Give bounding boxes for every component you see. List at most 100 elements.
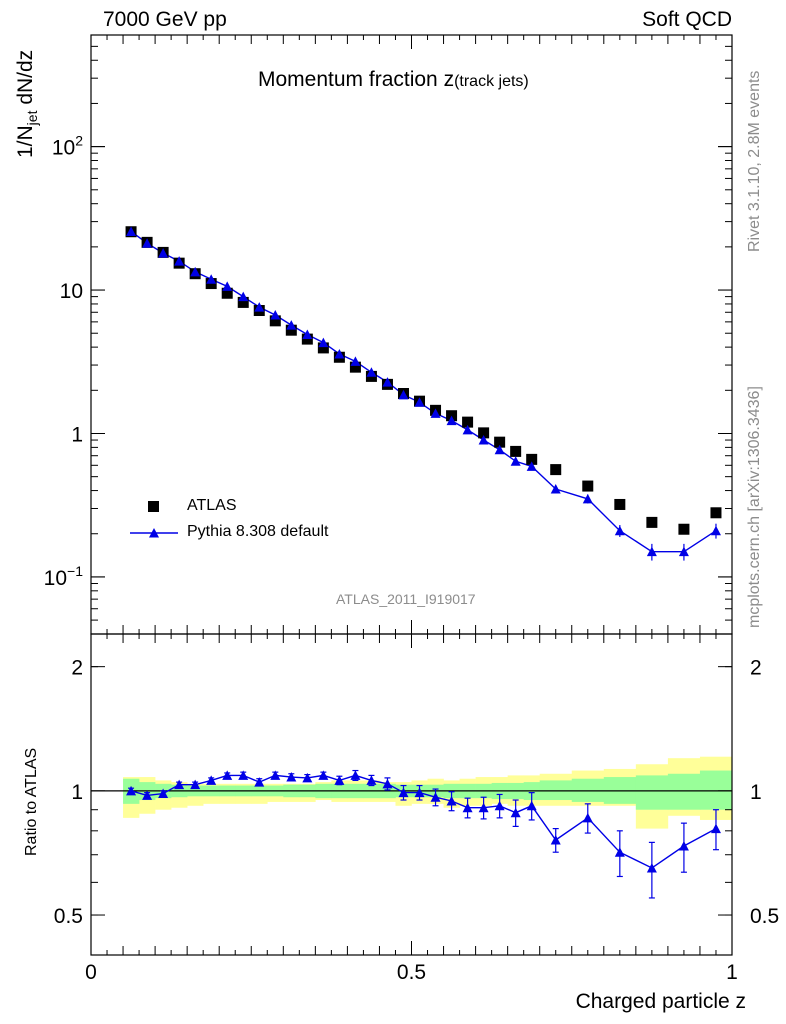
- ratio-point: [126, 785, 137, 796]
- process-label: Soft QCD: [642, 8, 732, 31]
- y-tick-label-1: 1: [71, 781, 83, 804]
- chart-title-main: Momentum fraction z: [258, 68, 455, 91]
- legend-label-atlas: ATLAS: [187, 497, 237, 514]
- legend-label-pythia: Pythia 8.308 default: [187, 523, 329, 540]
- pythia-point: [366, 367, 377, 377]
- y-tick-label-3-exponent: 2: [75, 133, 83, 149]
- y-tick-label-right-2: 2: [750, 657, 762, 680]
- ratio-point: [550, 835, 561, 845]
- top-y-axis-label: 1/Njet dN/dz: [14, 49, 41, 158]
- atlas-point: [710, 507, 722, 519]
- atlas-point: [237, 296, 249, 308]
- rivet-version-label: Rivet 3.1.10, 2.8M events: [746, 70, 763, 252]
- y-tick-label-3-base: 10: [52, 137, 75, 160]
- stat-uncertainty-band: [667, 773, 701, 810]
- ratio-point: [238, 770, 249, 780]
- atlas-point: [349, 361, 361, 373]
- atlas-point: [462, 416, 474, 428]
- x-tick-label-1: 0.5: [397, 961, 426, 984]
- y-tick-label-0: 10−1: [44, 563, 84, 590]
- y-tick-label-1: 1: [71, 423, 83, 446]
- pythia-point: [174, 256, 185, 266]
- y-tick-label-right-1: 1: [750, 781, 762, 804]
- y-tick-label-2: 2: [71, 657, 83, 680]
- atlas-point: [478, 427, 490, 439]
- pythia-point: [710, 525, 721, 536]
- pythia-point: [414, 397, 425, 407]
- pythia-point: [206, 274, 217, 284]
- pythia-point: [238, 291, 249, 302]
- y-tick-label-0-base: 10: [44, 567, 67, 590]
- ratio-point: [350, 770, 361, 780]
- y-tick-label-2: 10: [60, 280, 83, 303]
- ratio-point: [414, 787, 425, 798]
- atlas-point: [550, 464, 562, 476]
- legend-marker-atlas: [148, 501, 159, 512]
- ratio-point: [710, 823, 721, 834]
- ratio-point: [582, 812, 593, 823]
- atlas-point: [317, 342, 329, 354]
- pythia-point: [142, 238, 153, 248]
- pythia-point: [494, 444, 505, 455]
- ratio-point: [142, 790, 153, 800]
- atlas-point: [494, 436, 506, 448]
- bottom-y-axis-label: Ratio to ATLAS: [23, 747, 40, 856]
- atlas-point: [614, 498, 626, 510]
- pythia-point: [398, 389, 409, 400]
- pythia-point: [526, 461, 537, 471]
- pythia-point: [382, 377, 393, 387]
- ratio-point: [270, 770, 281, 780]
- pythia-point: [318, 337, 329, 348]
- pythia-point: [582, 493, 593, 504]
- atlas-point: [582, 480, 594, 492]
- ratio-point: [494, 800, 505, 811]
- ratio-point: [510, 807, 521, 818]
- ratio-point: [398, 787, 409, 798]
- ratio-point: [222, 770, 233, 780]
- ratio-point: [430, 792, 441, 802]
- x-tick-label-2: 1: [726, 961, 738, 984]
- stat-uncertainty-band: [539, 780, 573, 801]
- ratio-line: [130, 774, 717, 869]
- x-tick-label-0: 0: [85, 961, 97, 984]
- ratio-point: [334, 775, 345, 785]
- y-tick-label-0-exponent: −1: [67, 563, 83, 579]
- pythia-point: [430, 408, 441, 418]
- atlas-point: [285, 324, 297, 336]
- ratio-point: [478, 802, 489, 813]
- ratio-point: [526, 800, 537, 811]
- ratio-point: [446, 795, 457, 806]
- ratio-point: [206, 775, 217, 785]
- stat-uncertainty-band: [635, 775, 669, 810]
- pythia-point: [550, 484, 561, 494]
- ratio-point: [382, 778, 393, 789]
- pythia-point: [254, 302, 265, 312]
- ratio-point: [646, 863, 657, 873]
- pythia-point: [158, 248, 169, 258]
- pythia-point: [126, 226, 137, 236]
- y-tick-label-right-0: 0.5: [750, 905, 779, 928]
- atlas-point: [646, 516, 658, 528]
- atlas-point: [510, 445, 522, 457]
- legend: [130, 501, 178, 538]
- beam-energy-label: 7000 GeV pp: [103, 8, 227, 31]
- ratio-point: [158, 788, 169, 799]
- pythia-point: [446, 415, 457, 426]
- chart-title: Momentum fraction z(track jets): [258, 68, 529, 92]
- atlas-point: [269, 315, 281, 327]
- ratio-uncertainty-bands: [123, 756, 733, 829]
- pythia-point: [334, 349, 345, 359]
- ratio-point: [254, 777, 265, 787]
- ratio-point: [462, 802, 473, 813]
- legend-marker-pythia: [149, 528, 159, 538]
- chart-title-sub: (track jets): [454, 73, 529, 90]
- ratio-point: [366, 775, 377, 785]
- pythia-point: [286, 320, 297, 330]
- x-axis-label: Charged particle z: [575, 990, 746, 1013]
- mcplots-reference-label: mcplots.cern.ch [arXiv:1306.3436]: [746, 386, 763, 628]
- analysis-id-label: ATLAS_2011_I919017: [336, 591, 476, 607]
- pythia-point: [678, 546, 689, 557]
- pythia-point: [350, 356, 361, 366]
- pythia-point: [478, 435, 489, 445]
